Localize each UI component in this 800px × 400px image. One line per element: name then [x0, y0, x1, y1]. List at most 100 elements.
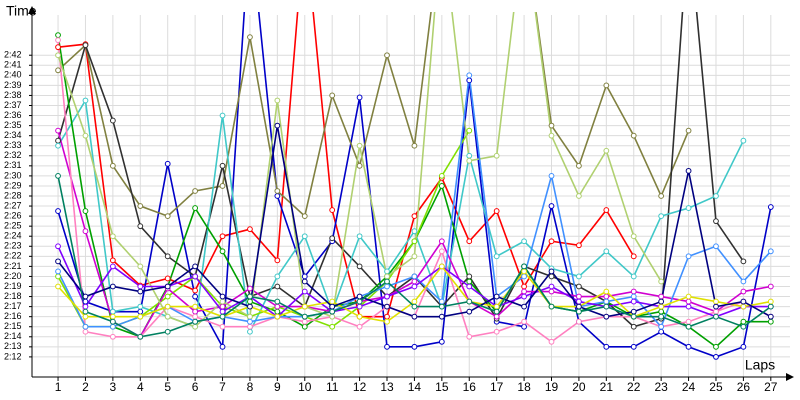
data-point [301, 288, 308, 295]
x-tick-label: 4 [137, 380, 144, 394]
data-point [576, 308, 582, 315]
data-point [548, 268, 555, 275]
data-point [356, 162, 363, 169]
x-tick-label: 9 [274, 380, 281, 394]
data-point [603, 343, 610, 350]
data-point [247, 226, 253, 233]
data-point [630, 343, 637, 350]
data-point [274, 308, 281, 315]
data-point [55, 208, 61, 214]
data-point [137, 223, 144, 230]
data-point [685, 303, 692, 310]
data-point [192, 273, 199, 280]
x-tick-label: 8 [247, 380, 254, 394]
data-point [137, 313, 144, 320]
data-point [603, 288, 610, 295]
data-point [658, 298, 665, 305]
data-point [630, 233, 637, 240]
data-point [192, 263, 199, 270]
data-point [82, 313, 89, 320]
x-tick-label: 23 [654, 380, 668, 394]
data-point [356, 94, 363, 101]
data-point [301, 313, 308, 320]
data-point [274, 303, 281, 310]
x-tick-label: 22 [627, 380, 641, 394]
data-point [109, 233, 116, 240]
data-point [219, 313, 226, 320]
y-tick-label: 2:38 [4, 90, 22, 100]
data-point [411, 303, 418, 310]
data-point [740, 303, 747, 310]
data-point [767, 303, 774, 310]
y-tick-label: 2:22 [4, 251, 22, 261]
data-point [466, 72, 473, 79]
data-point [411, 213, 418, 220]
data-point [630, 298, 637, 305]
data-point [356, 233, 363, 240]
data-point [356, 263, 363, 270]
data-point [548, 303, 555, 310]
data-point [740, 278, 747, 285]
data-point [493, 152, 500, 159]
data-point [301, 303, 308, 310]
data-point [603, 303, 610, 310]
y-tick-label: 2:26 [4, 210, 22, 220]
y-tick-label: 2:24 [4, 231, 22, 241]
data-point [164, 303, 171, 310]
data-point [384, 293, 390, 300]
y-tick-label: 2:15 [4, 321, 22, 331]
data-point [192, 323, 199, 330]
data-point [411, 298, 418, 305]
data-point [603, 313, 610, 320]
data-point [630, 132, 637, 139]
data-point [411, 253, 418, 260]
data-point [630, 323, 637, 330]
y-tick-label: 2:25 [4, 221, 22, 231]
data-point [411, 283, 418, 290]
x-tick-label: 6 [192, 380, 199, 394]
data-point [82, 308, 89, 315]
data-point [438, 338, 445, 345]
x-tick-label: 17 [490, 380, 504, 394]
x-tick-label: 16 [463, 380, 477, 394]
data-point [192, 303, 199, 310]
data-point [356, 313, 363, 320]
data-point [109, 308, 116, 315]
data-point [384, 278, 390, 285]
y-tick-label: 2:42 [4, 50, 22, 60]
data-point [521, 263, 527, 270]
data-point [137, 203, 144, 209]
data-point [247, 298, 253, 305]
data-point [329, 313, 336, 320]
data-point [438, 303, 445, 310]
data-point [658, 293, 665, 300]
data-point [576, 273, 582, 280]
data-point [329, 323, 336, 330]
data-point [55, 258, 61, 265]
data-point [521, 288, 527, 295]
data-point [82, 323, 89, 330]
data-point [247, 34, 253, 41]
data-point [685, 127, 692, 134]
data-point [274, 283, 281, 290]
data-point [630, 293, 637, 300]
x-tick-label: 19 [545, 380, 559, 394]
data-point [767, 248, 774, 255]
data-point [301, 233, 308, 240]
data-point [630, 308, 637, 315]
y-tick-label: 2:20 [4, 271, 22, 281]
data-point [740, 298, 747, 305]
data-point [521, 283, 527, 290]
data-point [55, 283, 61, 290]
data-point [219, 233, 226, 240]
data-point [438, 248, 445, 255]
data-point [466, 152, 473, 159]
data-point [630, 313, 637, 320]
data-point [466, 157, 473, 164]
data-point [219, 308, 226, 315]
data-point [548, 283, 555, 290]
data-point [247, 285, 253, 292]
data-point [713, 218, 719, 225]
data-point [137, 308, 144, 315]
